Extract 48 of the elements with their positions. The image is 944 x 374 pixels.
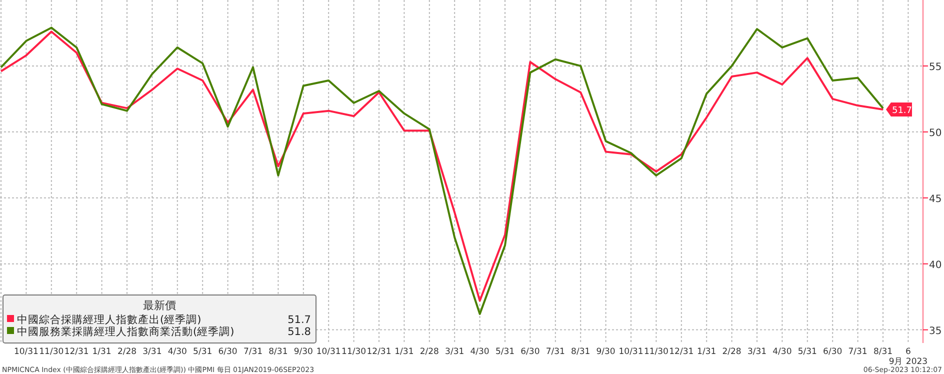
x-tick-label: 9/30 (294, 347, 313, 357)
y-tick-label: 35 (929, 326, 942, 337)
x-tick-label: 9/30 (596, 347, 616, 357)
x-tick-label: 7/31 (243, 347, 263, 357)
x-tick-label: 11/30 (644, 347, 668, 357)
legend-label: 中國服務業採購經理人指數商業活動(經季調) (17, 325, 234, 338)
x-tick-label: 2/28 (722, 347, 742, 357)
annotation: 51.8 (288, 326, 311, 338)
x-tick-label: 2/28 (117, 347, 137, 357)
x-tick-label: 1/31 (697, 347, 716, 357)
x-tick-label: 1/31 (394, 347, 414, 357)
x-tick-label: 12/31 (64, 347, 89, 357)
x-tick-label: 6/30 (218, 347, 238, 357)
x-tick-label: 12/31 (669, 347, 694, 357)
x-tick-label: 5/31 (193, 347, 212, 357)
x-tick-label: 3/31 (445, 347, 464, 357)
x-tick-label: 10/31 (14, 347, 38, 357)
x-tick-label: 11/30 (342, 347, 366, 357)
x-tick-label: 7/31 (546, 347, 565, 357)
data-label: 51.7 (892, 106, 912, 116)
y-tick-label: 40 (929, 260, 942, 271)
x-tick-label: 4/30 (470, 347, 490, 357)
x-tick-label: 6/30 (520, 347, 540, 357)
x-tick-label: 10/31 (618, 347, 644, 357)
x-tick-label: 5/31 (798, 347, 817, 357)
x-tick-label: 2/28 (420, 347, 439, 357)
x-tick-label: 8/31 (873, 347, 893, 357)
x-tick-label: 4/30 (168, 347, 187, 357)
x-tick-label: 6 (905, 347, 911, 357)
x-tick-label: 11/30 (39, 347, 64, 357)
x-tick-label: 6/30 (823, 347, 842, 357)
annotation: 51.7 (288, 314, 311, 326)
x-tick-label: 3/31 (142, 347, 162, 357)
x-tick-label: 8/31 (571, 347, 590, 357)
y-tick-label: 50 (929, 128, 942, 139)
x-tick-label: 12/31 (366, 347, 392, 357)
x-tick-label: 5/31 (495, 347, 515, 357)
legend-label: 中國綜合採購經理人指數產出(經季調) (17, 313, 202, 326)
y-tick-label: 55 (929, 62, 942, 73)
x-tick-label: 7/31 (848, 347, 868, 357)
x-tick-label: 8/31 (268, 347, 288, 357)
x-tick-label: 4/30 (772, 347, 792, 357)
y-tick-label: 45 (929, 194, 942, 205)
legend-title: 最新價 (143, 299, 176, 312)
x-tick-label: 3/31 (747, 347, 767, 357)
x-tick-label: 1/31 (92, 347, 112, 357)
text: 9月 2023 (888, 357, 928, 367)
x-tick-label: 10/31 (316, 347, 341, 357)
